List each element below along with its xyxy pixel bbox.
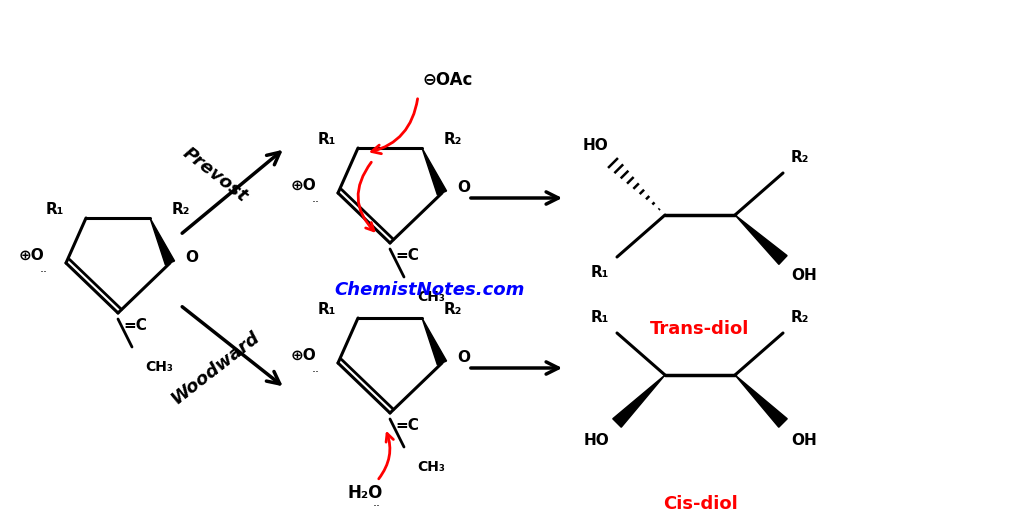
Text: HO: HO — [583, 433, 609, 448]
Polygon shape — [150, 218, 175, 265]
Polygon shape — [735, 375, 788, 427]
Text: OH: OH — [791, 433, 816, 448]
Text: =C: =C — [123, 318, 147, 333]
Text: ChemistNotes.com: ChemistNotes.com — [335, 281, 525, 299]
Text: =C: =C — [395, 248, 418, 263]
FancyArrowPatch shape — [358, 162, 373, 231]
Text: O: O — [185, 251, 198, 265]
Text: R₁: R₁ — [590, 310, 609, 325]
FancyArrowPatch shape — [371, 99, 417, 154]
Text: ⊕O: ⊕O — [291, 178, 316, 193]
Text: R₁: R₁ — [590, 265, 609, 280]
Text: OH: OH — [791, 268, 816, 283]
Text: R₂: R₂ — [444, 303, 462, 318]
Text: O: O — [457, 351, 470, 365]
Polygon shape — [735, 215, 787, 264]
Text: ⊕O: ⊕O — [291, 347, 316, 362]
Text: ⊖OAc: ⊖OAc — [422, 71, 474, 89]
Text: CH₃: CH₃ — [417, 460, 445, 474]
Text: HO: HO — [582, 138, 608, 153]
FancyArrowPatch shape — [379, 434, 394, 479]
Text: Trans-diol: Trans-diol — [651, 320, 750, 338]
Text: R₂: R₂ — [172, 203, 190, 218]
Text: R₁: R₁ — [317, 303, 336, 318]
Text: ··: ·· — [40, 267, 48, 279]
Text: CH₃: CH₃ — [417, 290, 445, 304]
Text: ⊕O: ⊕O — [18, 247, 44, 262]
Text: R₂: R₂ — [791, 310, 809, 325]
Text: R₂: R₂ — [791, 150, 809, 165]
Text: ··: ·· — [312, 196, 320, 210]
Text: O: O — [457, 180, 470, 195]
Polygon shape — [422, 318, 447, 365]
Text: CH₃: CH₃ — [145, 360, 173, 374]
Polygon shape — [613, 375, 665, 427]
Text: H₂O: H₂O — [348, 484, 383, 502]
Text: R₁: R₁ — [317, 132, 336, 147]
Text: Prevost: Prevost — [179, 144, 251, 206]
Text: Cis-diol: Cis-diol — [663, 495, 738, 513]
Text: =C: =C — [395, 418, 418, 433]
Text: R₁: R₁ — [46, 203, 64, 218]
Text: Woodward: Woodward — [168, 328, 263, 408]
Text: R₂: R₂ — [444, 132, 462, 147]
Text: ··: ·· — [312, 367, 320, 379]
Polygon shape — [422, 148, 447, 195]
Text: ··: ·· — [373, 501, 381, 513]
